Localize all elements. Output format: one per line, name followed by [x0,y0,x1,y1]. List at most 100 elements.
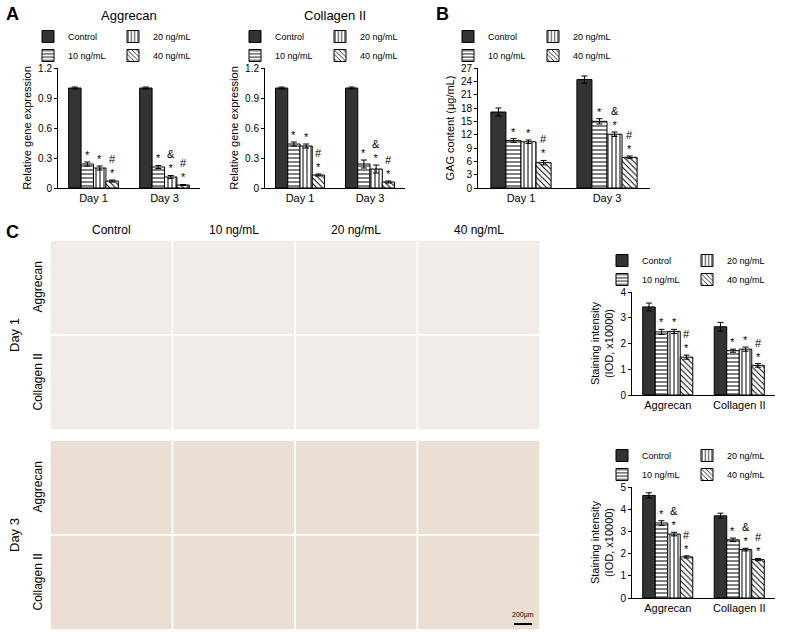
svg-text:#*: #* [180,157,187,183]
svg-text:6: 6 [466,156,472,167]
svg-text:Collagen II: Collagen II [31,553,45,610]
svg-text:40 ng/mL: 40 ng/mL [454,223,504,237]
svg-text:0.3: 0.3 [38,153,52,164]
svg-text:B: B [436,4,449,24]
svg-text:Control: Control [275,32,304,42]
svg-text:*: * [597,106,602,118]
svg-text:15: 15 [461,116,473,127]
svg-text:3: 3 [620,526,626,537]
svg-text:2: 2 [620,548,626,559]
svg-text:200μm: 200μm [512,611,534,619]
svg-text:40 ng/mL: 40 ng/mL [153,51,191,61]
svg-text:*: * [361,147,366,159]
svg-text:3: 3 [466,169,472,180]
svg-text:*: * [304,131,309,143]
svg-text:Aggrecan: Aggrecan [101,8,157,23]
svg-text:Day 3: Day 3 [356,192,385,204]
svg-text:1: 1 [620,364,626,375]
svg-text:9: 9 [466,143,472,154]
svg-text:20 ng/mL: 20 ng/mL [360,32,398,42]
svg-text:3: 3 [620,312,626,323]
svg-text:Collagen II: Collagen II [304,8,366,23]
svg-text:5: 5 [620,482,626,493]
svg-text:1.2: 1.2 [245,63,259,74]
svg-text:40 ng/mL: 40 ng/mL [727,470,765,480]
svg-text:4: 4 [620,504,626,515]
svg-text:Control: Control [68,32,97,42]
svg-text:24: 24 [461,76,473,87]
svg-text:0: 0 [46,183,52,194]
svg-text:10 ng/mL: 10 ng/mL [68,51,106,61]
svg-text:Day 3: Day 3 [150,192,179,204]
svg-text:0: 0 [620,593,626,604]
svg-text:0.9: 0.9 [38,93,52,104]
svg-text:40 ng/mL: 40 ng/mL [360,51,398,61]
svg-text:Day 3: Day 3 [7,518,22,552]
svg-text:#*: #* [755,531,762,557]
svg-text:Staining intensity(IOD, x10000: Staining intensity(IOD, x10000) [589,500,615,584]
svg-text:40 ng/mL: 40 ng/mL [727,275,765,285]
svg-text:*: * [85,149,90,161]
svg-text:&*: &* [372,138,380,164]
svg-text:*: * [97,153,102,165]
svg-text:27: 27 [461,63,473,74]
svg-text:#*: #* [109,153,116,179]
svg-text:Aggrecan: Aggrecan [31,261,45,312]
svg-text:Control: Control [642,256,671,266]
svg-text:20 ng/mL: 20 ng/mL [573,32,611,42]
svg-text:Relative gene expression: Relative gene expression [228,66,240,190]
svg-text:Staining intensity(IOD, x10000: Staining intensity(IOD, x10000) [589,301,615,385]
svg-text:0.3: 0.3 [245,153,259,164]
svg-text:1: 1 [620,570,626,581]
svg-text:*: * [526,127,531,139]
svg-text:20 ng/mL: 20 ng/mL [331,223,381,237]
svg-text:0.6: 0.6 [245,123,259,134]
svg-text:*: * [659,508,664,520]
svg-text:10 ng/mL: 10 ng/mL [488,51,526,61]
svg-text:0.6: 0.6 [38,123,52,134]
svg-text:Control: Control [92,223,131,237]
svg-text:Day 1: Day 1 [507,192,536,204]
svg-text:10 ng/mL: 10 ng/mL [642,275,680,285]
svg-text:Day 3: Day 3 [593,192,622,204]
svg-text:20 ng/mL: 20 ng/mL [153,32,191,42]
svg-text:C: C [6,222,19,242]
svg-text:#*: #* [315,147,322,173]
svg-text:Aggrecan: Aggrecan [644,399,691,411]
svg-text:12: 12 [461,129,473,140]
svg-text:Collagen II: Collagen II [713,602,766,614]
svg-text:GAG content (μg/mL): GAG content (μg/mL) [444,76,456,181]
svg-text:Relative gene expression: Relative gene expression [21,66,33,190]
svg-text:1.2: 1.2 [38,63,52,74]
svg-text:&*: &* [670,505,678,531]
svg-text:#*: #* [683,529,690,555]
svg-text:Control: Control [642,451,671,461]
svg-text:&*: &* [167,148,175,174]
svg-text:#*: #* [626,129,633,155]
svg-text:#*: #* [540,133,547,159]
svg-text:10 ng/mL: 10 ng/mL [275,51,313,61]
svg-text:#*: #* [755,337,762,363]
svg-text:*: * [659,316,664,328]
svg-text:4: 4 [620,287,626,298]
svg-text:Day 1: Day 1 [286,192,315,204]
svg-text:10 ng/mL: 10 ng/mL [642,470,680,480]
svg-text:&*: &* [611,105,619,131]
svg-text:0.9: 0.9 [245,93,259,104]
svg-text:0: 0 [466,183,472,194]
svg-text:*: * [743,334,748,346]
svg-text:A: A [6,4,19,24]
svg-text:#*: #* [683,328,690,354]
svg-text:*: * [156,152,161,164]
svg-text:0: 0 [620,390,626,401]
svg-text:#*: #* [385,154,392,180]
svg-text:Collagen II: Collagen II [31,353,45,410]
svg-text:*: * [730,525,735,537]
svg-text:Aggrecan: Aggrecan [31,461,45,512]
svg-text:Collagen II: Collagen II [713,399,766,411]
svg-text:40 ng/mL: 40 ng/mL [573,51,611,61]
svg-text:20 ng/mL: 20 ng/mL [727,256,765,266]
svg-text:2: 2 [620,338,626,349]
svg-text:*: * [291,129,296,141]
svg-text:0: 0 [253,183,259,194]
